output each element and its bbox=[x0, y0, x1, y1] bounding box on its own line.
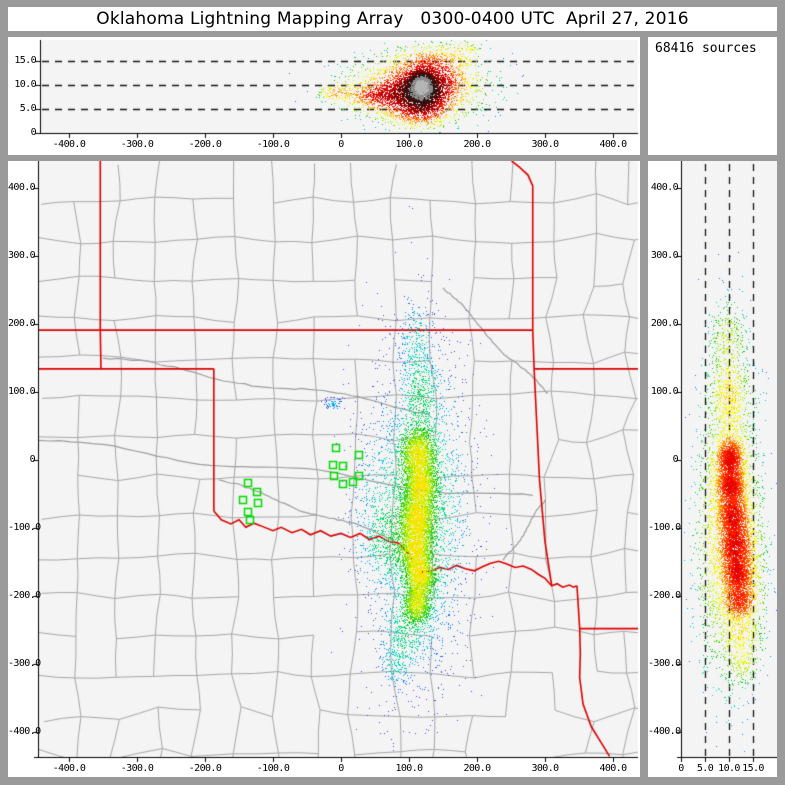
tick-label: 0 bbox=[29, 454, 36, 465]
tick-label: 15.0 bbox=[742, 763, 764, 774]
tick-label: 0 bbox=[672, 454, 679, 465]
tick-label: 0 bbox=[338, 763, 344, 774]
tick-label: -100.0 bbox=[256, 763, 290, 774]
ns-altitude-plot[interactable] bbox=[648, 161, 777, 777]
tick-label: -300.0 bbox=[648, 658, 681, 669]
tick-label: 400.0 bbox=[599, 763, 627, 774]
tick-label: 300.0 bbox=[650, 250, 679, 261]
tick-label: -200.0 bbox=[648, 590, 681, 601]
tick-label: -200.0 bbox=[188, 763, 222, 774]
tick-label: -300.0 bbox=[120, 139, 154, 150]
tick-label: -100.0 bbox=[8, 522, 41, 533]
tick-label: 400.0 bbox=[650, 182, 679, 193]
tick-label: 200.0 bbox=[8, 318, 36, 329]
tick-label: 10.0 bbox=[14, 79, 36, 90]
tick-label: 300.0 bbox=[531, 139, 559, 150]
map-panel: 400.0 300.0 200.0 100.0 0 -100.0 -200.0 -300.0 -… bbox=[8, 161, 640, 777]
tick-label: -300.0 bbox=[8, 658, 41, 669]
tick-label: -100.0 bbox=[256, 139, 290, 150]
tick-label: -100.0 bbox=[648, 522, 681, 533]
tick-label: -300.0 bbox=[120, 763, 154, 774]
tick-label: 100.0 bbox=[650, 386, 679, 397]
tick-label: 400.0 bbox=[8, 182, 36, 193]
tick-label: 100.0 bbox=[395, 763, 423, 774]
ew-altitude-panel: 0 5.0 10.0 15.0 -400.0 -300.0 -200.0 -100.0 0 100… bbox=[8, 37, 640, 155]
tick-label: 0 bbox=[30, 127, 37, 138]
tick-label: 300.0 bbox=[531, 763, 559, 774]
tick-label: -200.0 bbox=[188, 139, 222, 150]
tick-label: -400.0 bbox=[648, 726, 681, 737]
tick-label: 200.0 bbox=[463, 763, 491, 774]
sources-count-label: 68416 sources bbox=[655, 41, 757, 56]
plan-view-plot[interactable] bbox=[8, 161, 640, 777]
tick-label: 5.0 bbox=[19, 103, 37, 114]
tick-label: 100.0 bbox=[395, 139, 423, 150]
tick-label: -400.0 bbox=[52, 139, 86, 150]
tick-label: 0 bbox=[678, 763, 684, 774]
tick-label: 300.0 bbox=[8, 250, 36, 261]
tick-label: -200.0 bbox=[8, 590, 41, 601]
tick-label: 400.0 bbox=[599, 139, 627, 150]
page-title: Oklahoma Lightning Mapping Array 0300-04… bbox=[96, 9, 689, 29]
tick-label: 15.0 bbox=[14, 55, 36, 66]
title-bar: Oklahoma Lightning Mapping Array 0300-04… bbox=[8, 7, 777, 31]
tick-label: -400.0 bbox=[52, 763, 86, 774]
tick-label: 10.0 bbox=[718, 763, 740, 774]
tick-label: 200.0 bbox=[463, 139, 491, 150]
ew-altitude-plot[interactable] bbox=[8, 37, 640, 155]
tick-label: 5.0 bbox=[696, 763, 714, 774]
tick-label: 100.0 bbox=[8, 386, 36, 397]
tick-label: 200.0 bbox=[650, 318, 679, 329]
ns-altitude-panel: 400.0 300.0 200.0 100.0 0 -100.0 -200.0 -300.0 -… bbox=[648, 161, 777, 777]
tick-label: -400.0 bbox=[8, 726, 41, 737]
sources-box: 68416 sources bbox=[648, 37, 777, 155]
tick-label: 0 bbox=[338, 139, 344, 150]
